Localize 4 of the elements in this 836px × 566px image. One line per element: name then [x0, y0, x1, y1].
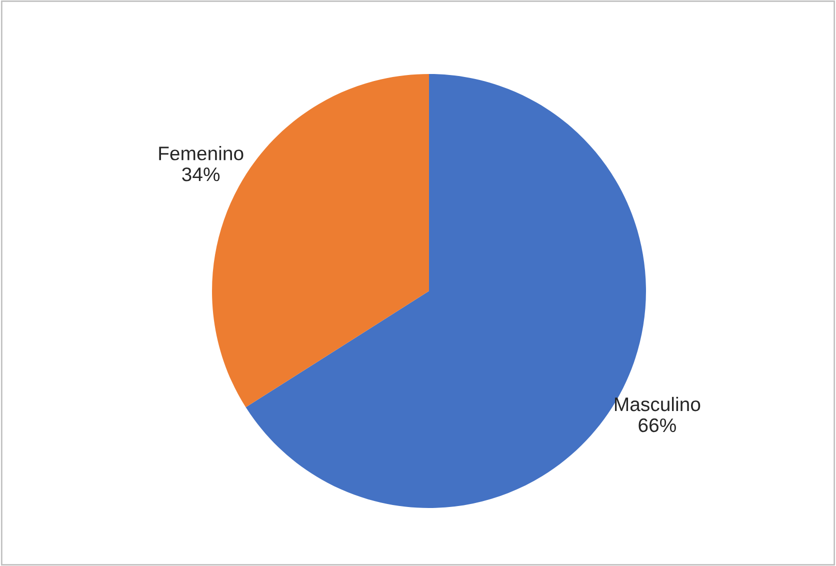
data-label: 66% — [638, 418, 676, 432]
slice-label: Femenino — [159, 146, 244, 160]
data-label: 34% — [182, 167, 220, 182]
slice-label: Masculino — [615, 396, 700, 412]
